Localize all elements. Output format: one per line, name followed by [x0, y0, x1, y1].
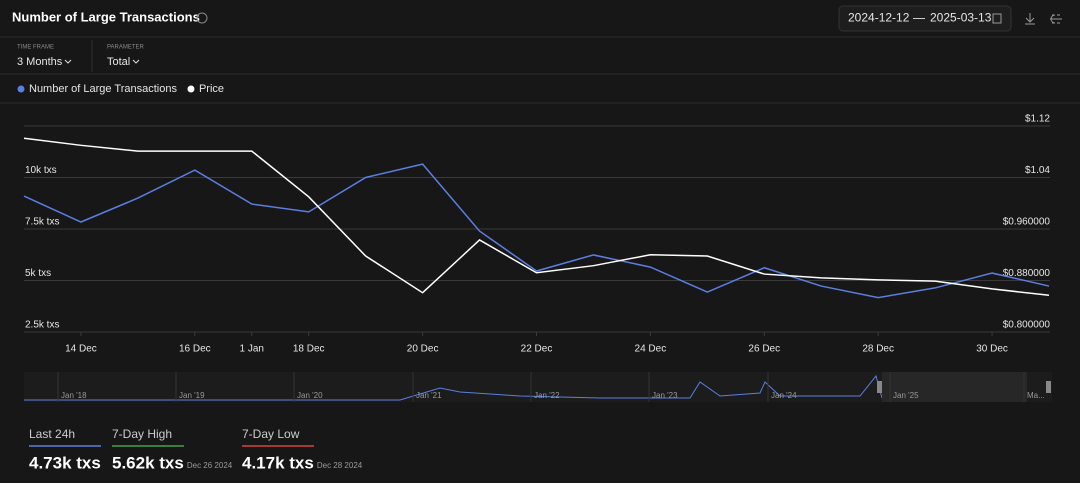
y-tick-label: 7.5k txs: [25, 217, 59, 228]
control-label: TIME FRAME: [17, 45, 54, 51]
calendar-icon[interactable]: [992, 13, 1002, 24]
stat-label: 7-Day High: [112, 427, 172, 441]
y2-tick-label: $0.800000: [1003, 320, 1051, 331]
stat-date: Dec 28 2024: [317, 461, 363, 470]
control-value[interactable]: Total: [107, 56, 130, 68]
navigator-label: Jan '24: [771, 391, 797, 400]
x-tick-label: 28 Dec: [862, 344, 894, 355]
stat-value: 4.73k txs: [29, 453, 101, 472]
date-to: 2025-03-13: [930, 11, 992, 25]
y2-tick-label: $0.880000: [1003, 268, 1051, 279]
x-tick-label: 20 Dec: [407, 344, 439, 355]
series-line: [23, 137, 1050, 297]
navigator-label: Jan '22: [534, 391, 560, 400]
help-icon[interactable]: [196, 12, 208, 24]
navigator-line: [24, 374, 883, 401]
control-value[interactable]: 3 Months: [17, 56, 63, 68]
navigator-label: Ma...: [1027, 391, 1045, 400]
navigator-handle[interactable]: [1046, 381, 1051, 393]
stat-date: Dec 26 2024: [187, 461, 233, 470]
title: Number of Large Transactions: [12, 9, 200, 24]
stat-label: Last 24h: [29, 427, 75, 441]
series-line: [23, 163, 1050, 299]
navigator-label: Jan '20: [297, 391, 323, 400]
stat-value: 4.17k txs: [242, 453, 314, 472]
navigator-label: Jan '25: [893, 391, 919, 400]
navigator-label: Jan '21: [416, 391, 442, 400]
y-tick-label: 2.5k txs: [25, 320, 59, 331]
link-icon[interactable]: [1050, 14, 1062, 24]
x-tick-label: 14 Dec: [65, 344, 97, 355]
navigator-label: Jan '19: [179, 391, 205, 400]
stat-label: 7-Day Low: [242, 427, 300, 441]
navigator-label: Jan '23: [652, 391, 678, 400]
x-tick-label: 16 Dec: [179, 344, 211, 355]
date-from: 2024-12-12: [848, 11, 910, 25]
x-tick-label: 18 Dec: [293, 344, 325, 355]
x-tick-label: 22 Dec: [521, 344, 553, 355]
y2-tick-label: $1.12: [1025, 114, 1050, 125]
stat-value: 5.62k txs: [112, 453, 184, 472]
y-tick-label: 5k txs: [25, 268, 51, 279]
y2-tick-label: $1.04: [1025, 165, 1050, 176]
navigator-label: Jan '18: [61, 391, 87, 400]
navigator-handle[interactable]: [877, 381, 882, 393]
control-label: PARAMETER: [107, 45, 145, 51]
y-tick-label: 10k txs: [25, 165, 57, 176]
x-tick-label: 26 Dec: [748, 344, 780, 355]
download-icon[interactable]: [1025, 13, 1035, 25]
legend-label[interactable]: Number of Large Transactions: [29, 83, 177, 95]
dropdown-icon[interactable]: [64, 59, 72, 64]
x-tick-label: 1 Jan: [240, 344, 264, 355]
x-tick-label: 24 Dec: [635, 344, 667, 355]
y2-tick-label: $0.960000: [1003, 217, 1051, 228]
legend-label[interactable]: Price: [199, 83, 224, 95]
x-tick-label: 30 Dec: [976, 344, 1008, 355]
dropdown-icon[interactable]: [132, 59, 140, 64]
legend-marker: [17, 85, 25, 93]
legend-marker: [187, 85, 195, 93]
navigator-window[interactable]: [882, 372, 1027, 402]
